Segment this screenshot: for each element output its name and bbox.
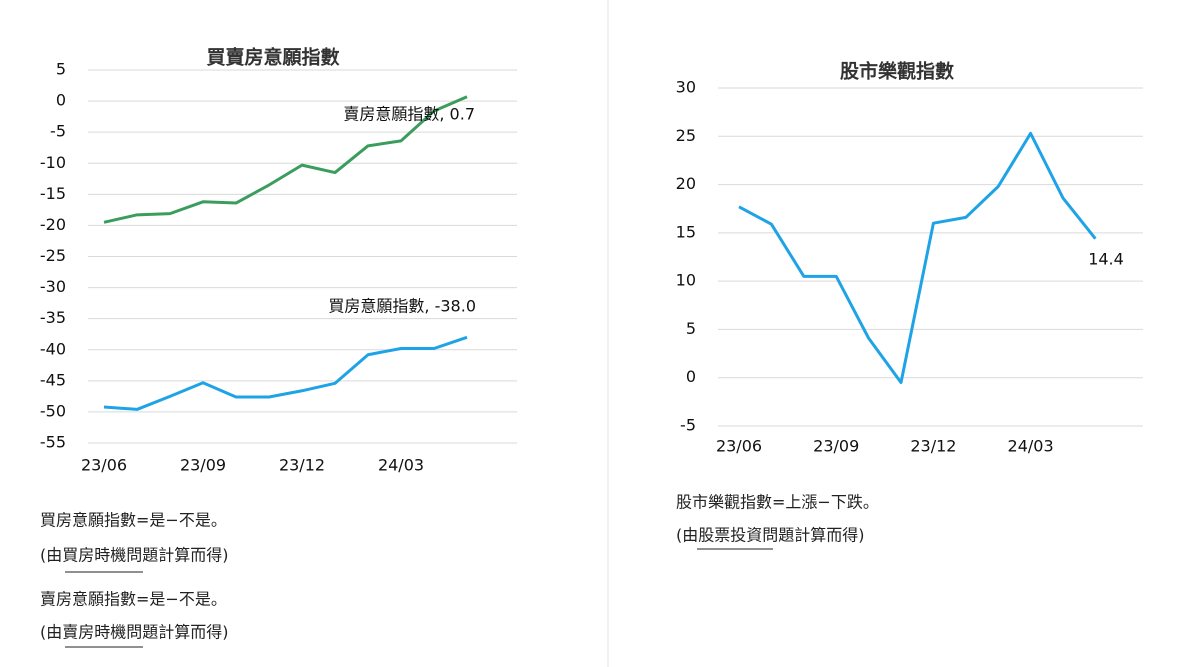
y-tick-label: 10 <box>676 271 696 290</box>
y-tick-label: 5 <box>686 319 696 338</box>
x-tick-label: 23/09 <box>813 437 859 456</box>
y-tick-label: -35 <box>40 308 66 327</box>
footnote: 買房意願指數=是−不是。 <box>40 511 227 530</box>
data-label: 賣房意願指數, 0.7 <box>343 105 475 124</box>
y-tick-label: -40 <box>40 339 66 358</box>
y-tick-label: -20 <box>40 215 66 234</box>
y-tick-label: 0 <box>686 367 696 386</box>
x-tick-label: 23/09 <box>180 456 226 475</box>
x-tick-label: 23/06 <box>716 437 762 456</box>
chart-title: 股市樂觀指數 <box>840 60 954 83</box>
x-tick-label: 24/03 <box>378 456 424 475</box>
y-tick-label: -50 <box>40 401 66 420</box>
footnote: 賣房意願指數=是−不是。 <box>40 590 227 609</box>
footnote: (由賣房時機問題計算而得) <box>40 623 229 642</box>
y-tick-label: 30 <box>676 78 696 97</box>
y-tick-label: -15 <box>40 184 66 203</box>
y-tick-label: 0 <box>56 91 66 110</box>
x-tick-label: 23/12 <box>279 456 325 475</box>
y-tick-label: -30 <box>40 277 66 296</box>
series-line <box>103 335 468 411</box>
series-line <box>738 131 1097 385</box>
x-tick-label: 23/12 <box>910 437 956 456</box>
series-line <box>103 95 468 224</box>
y-tick-label: -5 <box>680 416 696 435</box>
y-tick-label: 15 <box>676 222 696 241</box>
x-tick-label: 23/06 <box>81 456 127 475</box>
y-tick-label: -45 <box>40 370 66 389</box>
data-label: 買房意願指數, -38.0 <box>328 297 476 316</box>
x-tick-label: 24/03 <box>1008 437 1054 456</box>
y-tick-label: 25 <box>676 126 696 145</box>
footnote: (由股票投資問題計算而得) <box>676 526 865 545</box>
data-label: 14.4 <box>1088 250 1124 269</box>
y-tick-label: -55 <box>40 433 66 452</box>
y-tick-label: 20 <box>676 174 696 193</box>
chart-title: 買賣房意願指數 <box>206 46 339 69</box>
footnote: (由買房時機問題計算而得) <box>40 546 229 565</box>
y-tick-label: -5 <box>50 122 66 141</box>
footnote: 股市樂觀指數=上漲−下跌。 <box>676 493 879 512</box>
y-tick-label: 5 <box>56 60 66 79</box>
y-tick-label: -25 <box>40 246 66 265</box>
y-tick-label: -10 <box>40 153 66 172</box>
